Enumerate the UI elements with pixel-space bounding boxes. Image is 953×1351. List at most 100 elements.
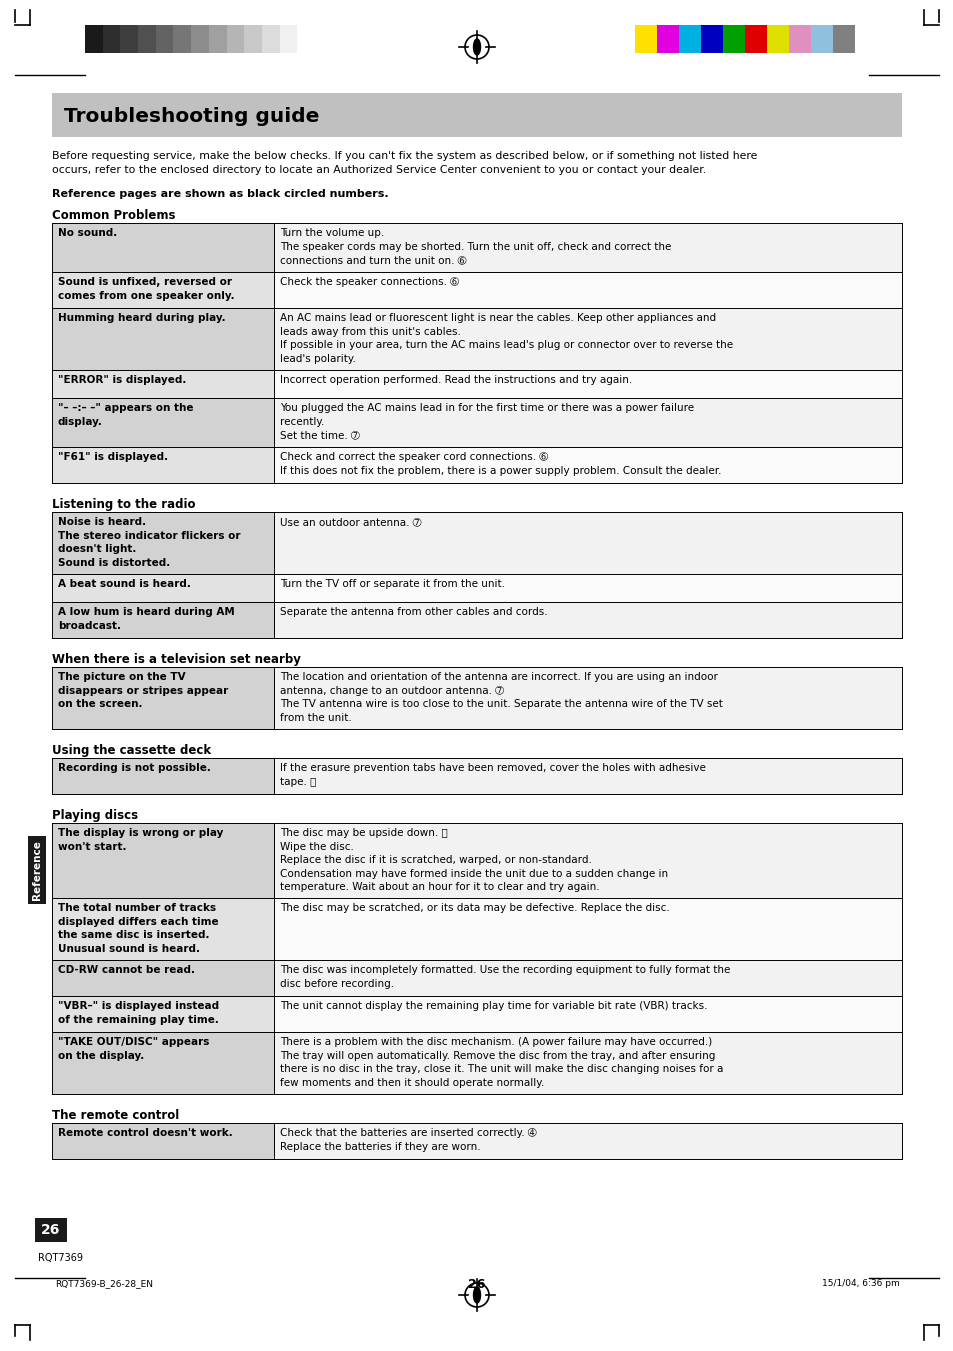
Text: Check and correct the speaker cord connections. ➅
If this does not fix the probl: Check and correct the speaker cord conne… (280, 453, 720, 476)
Text: Listening to the radio: Listening to the radio (52, 499, 195, 511)
Ellipse shape (473, 1288, 480, 1302)
Bar (274, 447, 901, 484)
Bar (274, 308, 901, 370)
Text: Noise is heard.
The stereo indicator flickers or
doesn't light.
Sound is distort: Noise is heard. The stereo indicator fli… (58, 517, 240, 567)
Bar (52, 399, 274, 447)
Bar (274, 898, 901, 961)
Text: "ERROR" is displayed.: "ERROR" is displayed. (58, 376, 186, 385)
Bar (138, 26, 155, 53)
Bar (279, 26, 297, 53)
Text: You plugged the AC mains lead in for the first time or there was a power failure: You plugged the AC mains lead in for the… (280, 403, 694, 440)
Bar (244, 26, 262, 53)
Text: RQT7369: RQT7369 (38, 1252, 83, 1263)
Bar (209, 26, 226, 53)
Text: "TAKE OUT/DISC" appears
on the display.: "TAKE OUT/DISC" appears on the display. (58, 1038, 209, 1061)
Bar (274, 996, 901, 1032)
Text: No sound.: No sound. (58, 228, 117, 238)
Text: Check the speaker connections. ➅: Check the speaker connections. ➅ (280, 277, 458, 286)
Bar (52, 758, 274, 794)
Bar (766, 26, 788, 53)
Text: The location and orientation of the antenna are incorrect. If you are using an i: The location and orientation of the ante… (280, 671, 722, 723)
Bar (120, 26, 138, 53)
Bar (274, 667, 901, 730)
Text: Playing discs: Playing discs (52, 809, 138, 821)
Text: 26: 26 (41, 1223, 61, 1238)
Bar (274, 1123, 901, 1159)
Text: "F61" is displayed.: "F61" is displayed. (58, 453, 168, 462)
Bar (810, 26, 832, 53)
Bar (52, 308, 274, 370)
Bar (52, 93, 901, 136)
Bar (173, 26, 191, 53)
Text: The picture on the TV
disappears or stripes appear
on the screen.: The picture on the TV disappears or stri… (58, 671, 228, 709)
Text: The disc was incompletely formatted. Use the recording equipment to fully format: The disc was incompletely formatted. Use… (280, 965, 730, 989)
Text: Sound is unfixed, reversed or
comes from one speaker only.: Sound is unfixed, reversed or comes from… (58, 277, 234, 301)
Bar (832, 26, 854, 53)
Text: Separate the antenna from other cables and cords.: Separate the antenna from other cables a… (280, 607, 547, 617)
Bar (52, 996, 274, 1032)
Bar (155, 26, 173, 53)
Bar (788, 26, 810, 53)
Text: Using the cassette deck: Using the cassette deck (52, 744, 211, 757)
Text: Turn the volume up.
The speaker cords may be shorted. Turn the unit off, check a: Turn the volume up. The speaker cords ma… (280, 228, 671, 265)
Text: Common Problems: Common Problems (52, 209, 175, 222)
Text: Recording is not possible.: Recording is not possible. (58, 763, 211, 773)
Bar (274, 574, 901, 603)
Text: Use an outdoor antenna. ➆: Use an outdoor antenna. ➆ (280, 517, 421, 527)
Bar (191, 26, 209, 53)
Text: The remote control: The remote control (52, 1109, 179, 1121)
Bar (52, 1123, 274, 1159)
Bar (226, 26, 244, 53)
Text: Troubleshooting guide: Troubleshooting guide (64, 107, 319, 126)
Bar (52, 512, 274, 574)
Text: The disc may be scratched, or its data may be defective. Replace the disc.: The disc may be scratched, or its data m… (280, 902, 669, 913)
Bar (274, 603, 901, 638)
Bar (700, 26, 722, 53)
Text: Humming heard during play.: Humming heard during play. (58, 313, 226, 323)
Text: When there is a television set nearby: When there is a television set nearby (52, 653, 300, 666)
Text: Incorrect operation performed. Read the instructions and try again.: Incorrect operation performed. Read the … (280, 376, 632, 385)
Bar (274, 961, 901, 996)
Bar (297, 26, 314, 53)
Bar (274, 512, 901, 574)
Ellipse shape (473, 39, 480, 55)
Text: "– –:– –" appears on the
display.: "– –:– –" appears on the display. (58, 403, 193, 427)
Text: Reference: Reference (32, 840, 42, 900)
Bar (274, 1032, 901, 1094)
Bar (274, 399, 901, 447)
Text: A beat sound is heard.: A beat sound is heard. (58, 580, 191, 589)
Bar (85, 26, 103, 53)
Text: CD-RW cannot be read.: CD-RW cannot be read. (58, 965, 194, 975)
Bar (52, 272, 274, 308)
Text: Reference pages are shown as black circled numbers.: Reference pages are shown as black circl… (52, 189, 388, 199)
Bar (657, 26, 679, 53)
Text: "VBR–" is displayed instead
of the remaining play time.: "VBR–" is displayed instead of the remai… (58, 1001, 219, 1024)
Text: Check that the batteries are inserted correctly. ➃
Replace the batteries if they: Check that the batteries are inserted co… (280, 1128, 536, 1151)
Bar (679, 26, 700, 53)
Bar (52, 667, 274, 730)
Text: There is a problem with the disc mechanism. (A power failure may have occurred.): There is a problem with the disc mechani… (280, 1038, 722, 1088)
Text: The unit cannot display the remaining play time for variable bit rate (VBR) trac: The unit cannot display the remaining pl… (280, 1001, 707, 1011)
Bar (103, 26, 120, 53)
Text: If the erasure prevention tabs have been removed, cover the holes with adhesive
: If the erasure prevention tabs have been… (280, 763, 705, 786)
Text: RQT7369-B_26-28_EN: RQT7369-B_26-28_EN (55, 1279, 152, 1289)
Text: Before requesting service, make the below checks. If you can't fix the system as: Before requesting service, make the belo… (52, 151, 757, 176)
Text: An AC mains lead or fluorescent light is near the cables. Keep other appliances : An AC mains lead or fluorescent light is… (280, 313, 732, 363)
Bar (52, 447, 274, 484)
Bar (52, 603, 274, 638)
Text: The display is wrong or play
won't start.: The display is wrong or play won't start… (58, 828, 223, 851)
Bar (274, 823, 901, 898)
Bar (35, 1219, 67, 1242)
Bar (52, 898, 274, 961)
Text: Turn the TV off or separate it from the unit.: Turn the TV off or separate it from the … (280, 580, 504, 589)
Bar (262, 26, 279, 53)
Bar (52, 223, 274, 272)
Bar (52, 961, 274, 996)
Bar (52, 370, 274, 399)
Text: The total number of tracks
displayed differs each time
the same disc is inserted: The total number of tracks displayed dif… (58, 902, 218, 954)
Bar (274, 370, 901, 399)
Text: The disc may be upside down. ⑬
Wipe the disc.
Replace the disc if it is scratche: The disc may be upside down. ⑬ Wipe the … (280, 828, 667, 893)
Bar (52, 574, 274, 603)
Bar (274, 758, 901, 794)
Bar (274, 272, 901, 308)
